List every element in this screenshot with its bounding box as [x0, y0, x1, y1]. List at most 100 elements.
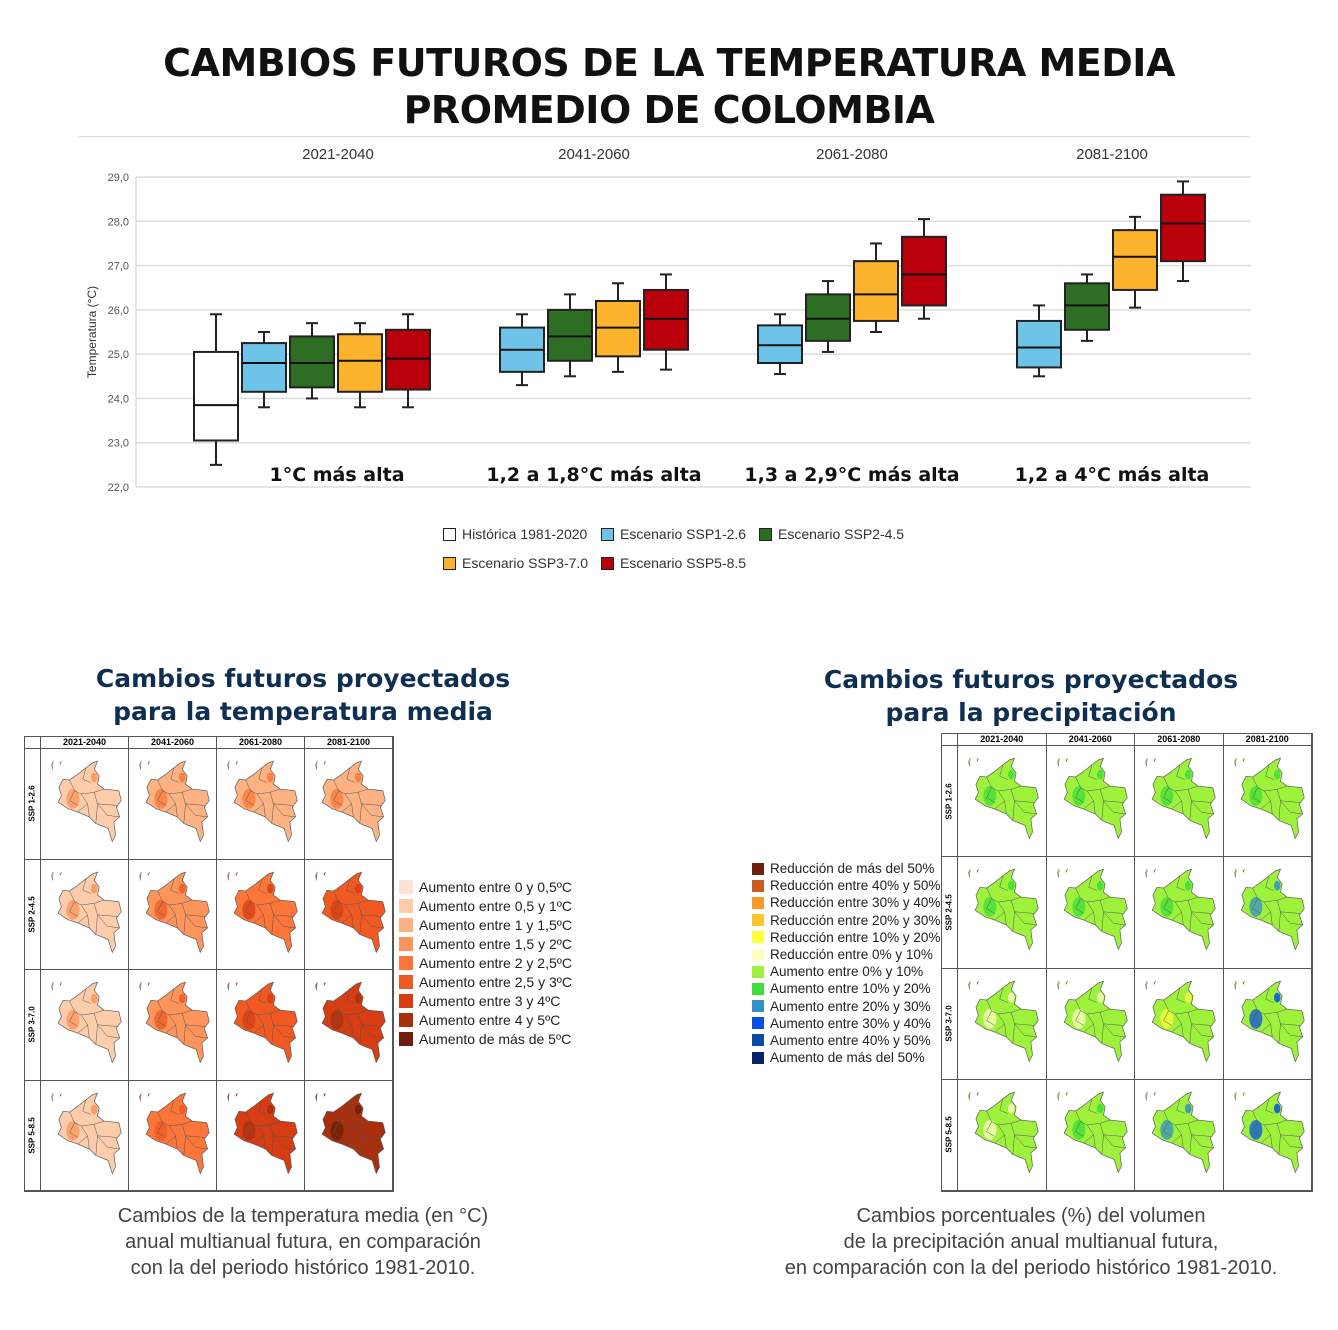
country-shape: [1240, 868, 1305, 951]
legend-label: Escenario SSP5-8.5: [620, 555, 747, 571]
country-shape: [57, 871, 122, 953]
scenario-label: SSP 1-2.6: [945, 782, 955, 820]
legend-swatch: [399, 955, 413, 970]
map-cell: [129, 1080, 217, 1191]
scenario-row-label: SSP 3-7.0: [942, 968, 958, 1080]
map-legend-item: Aumento entre 0 y 0,5ºC: [399, 877, 572, 896]
islands: [139, 981, 150, 991]
heading-line: para la precipitación: [885, 698, 1177, 727]
islands: [968, 868, 979, 878]
box-iqr: [853, 260, 899, 322]
scenario-row-label: SSP 1-2.6: [25, 749, 41, 860]
country-shape: [233, 981, 298, 1064]
accent-region: [242, 899, 256, 920]
y-tick-label: 25,0: [108, 349, 129, 361]
y-tick-label: 24,0: [108, 393, 129, 405]
legend-item-ssp585: Escenario SSP5-8.5: [601, 555, 746, 571]
colombia-map: [315, 1092, 386, 1174]
scenario-label: SSP 2-4.5: [28, 896, 38, 933]
legend-swatch: [443, 556, 456, 570]
legend-label: Aumento entre 0% y 10%: [770, 964, 924, 980]
accent-region: [1184, 992, 1192, 1002]
period-header: 2021-2040: [302, 146, 374, 163]
islands: [1233, 757, 1245, 767]
map-cell: [129, 859, 217, 970]
colombia-map: [1056, 980, 1128, 1062]
box-escenario-ssp5-8-5: [643, 273, 689, 371]
country-shape: [57, 1092, 122, 1174]
map-cell: [217, 859, 305, 970]
legend-swatch: [399, 879, 413, 894]
colombia-map: [51, 760, 122, 843]
accent-region: [154, 789, 168, 809]
department-borders: [333, 1099, 384, 1156]
scenario-row-label: SSP 3-7.0: [25, 970, 41, 1081]
country-shape: [1151, 757, 1216, 840]
accent-region: [330, 899, 344, 920]
islands: [1145, 757, 1156, 767]
department-borders: [1251, 987, 1303, 1044]
range-annotation: 1°C más alta: [269, 464, 404, 486]
islands: [51, 871, 62, 880]
country-shape: [321, 981, 386, 1064]
islands: [139, 760, 150, 770]
grid-corner: [942, 734, 958, 746]
y-tick-label: 28,0: [108, 216, 129, 228]
accent-region: [242, 1120, 256, 1141]
legend-swatch: [752, 862, 764, 875]
map-legend-item: Aumento entre 0% y 10%: [752, 963, 940, 980]
department-borders: [1251, 875, 1303, 932]
legend-swatch: [752, 1017, 764, 1030]
range-annotation: 1,2 a 1,8°C más alta: [486, 464, 701, 486]
map-cell: [1135, 1079, 1224, 1191]
accent-region: [1071, 1008, 1085, 1029]
department-borders: [986, 764, 1037, 821]
box-iqr: [193, 350, 239, 442]
accent-region: [1248, 1119, 1262, 1140]
colombia-map: [968, 980, 1039, 1062]
box-iqr: [289, 335, 335, 389]
period-column-header: 2061-2080: [1135, 734, 1224, 746]
map-cell: [1046, 1079, 1135, 1191]
country-shape: [974, 1091, 1039, 1174]
colombia-map: [1056, 757, 1128, 840]
department-borders: [1163, 875, 1214, 932]
colombia-map: [1233, 1091, 1305, 1174]
legend-swatch: [752, 879, 764, 892]
islands: [1056, 757, 1068, 767]
islands: [315, 760, 326, 770]
department-borders: [157, 988, 208, 1045]
colombia-map: [315, 760, 386, 843]
accent-region: [983, 786, 997, 806]
accent-region: [266, 993, 274, 1004]
country-shape: [57, 760, 122, 843]
country-shape: [233, 871, 298, 953]
legend-label: Aumento entre 1,5 y 2ºC: [419, 935, 572, 952]
islands: [227, 871, 238, 880]
accent-region: [330, 1010, 344, 1030]
department-borders: [1163, 987, 1214, 1044]
accent-region: [1071, 786, 1085, 806]
box-escenario-ssp3-7-0: [595, 282, 641, 373]
map-legend-item: Aumento entre 40% y 50%: [752, 1032, 940, 1049]
legend-swatch: [752, 914, 764, 927]
range-annotation: 1,2 a 4°C más alta: [1015, 464, 1210, 486]
accent-region: [330, 789, 344, 809]
country-shape: [974, 868, 1039, 951]
period-column-header: 2081-2100: [305, 737, 393, 749]
period-column-header: 2081-2100: [1223, 734, 1312, 746]
department-borders: [245, 988, 296, 1045]
box-escenario-ssp5-8-5: [385, 313, 431, 409]
map-cell: [1223, 746, 1312, 858]
accent-region: [1096, 880, 1103, 891]
country-shape: [974, 980, 1039, 1062]
colombia-map: [1233, 868, 1305, 951]
legend-label: Aumento entre 40% y 50%: [770, 1032, 931, 1048]
legend-label: Reducción entre 40% y 50%: [770, 878, 941, 894]
legend-swatch: [752, 965, 764, 978]
department-borders: [1163, 764, 1214, 821]
legend-label: Histórica 1981-2020: [462, 526, 588, 542]
legend-label: Escenario SSP2-4.5: [778, 526, 905, 542]
y-axis-label: Temperatura (°C): [85, 286, 99, 378]
